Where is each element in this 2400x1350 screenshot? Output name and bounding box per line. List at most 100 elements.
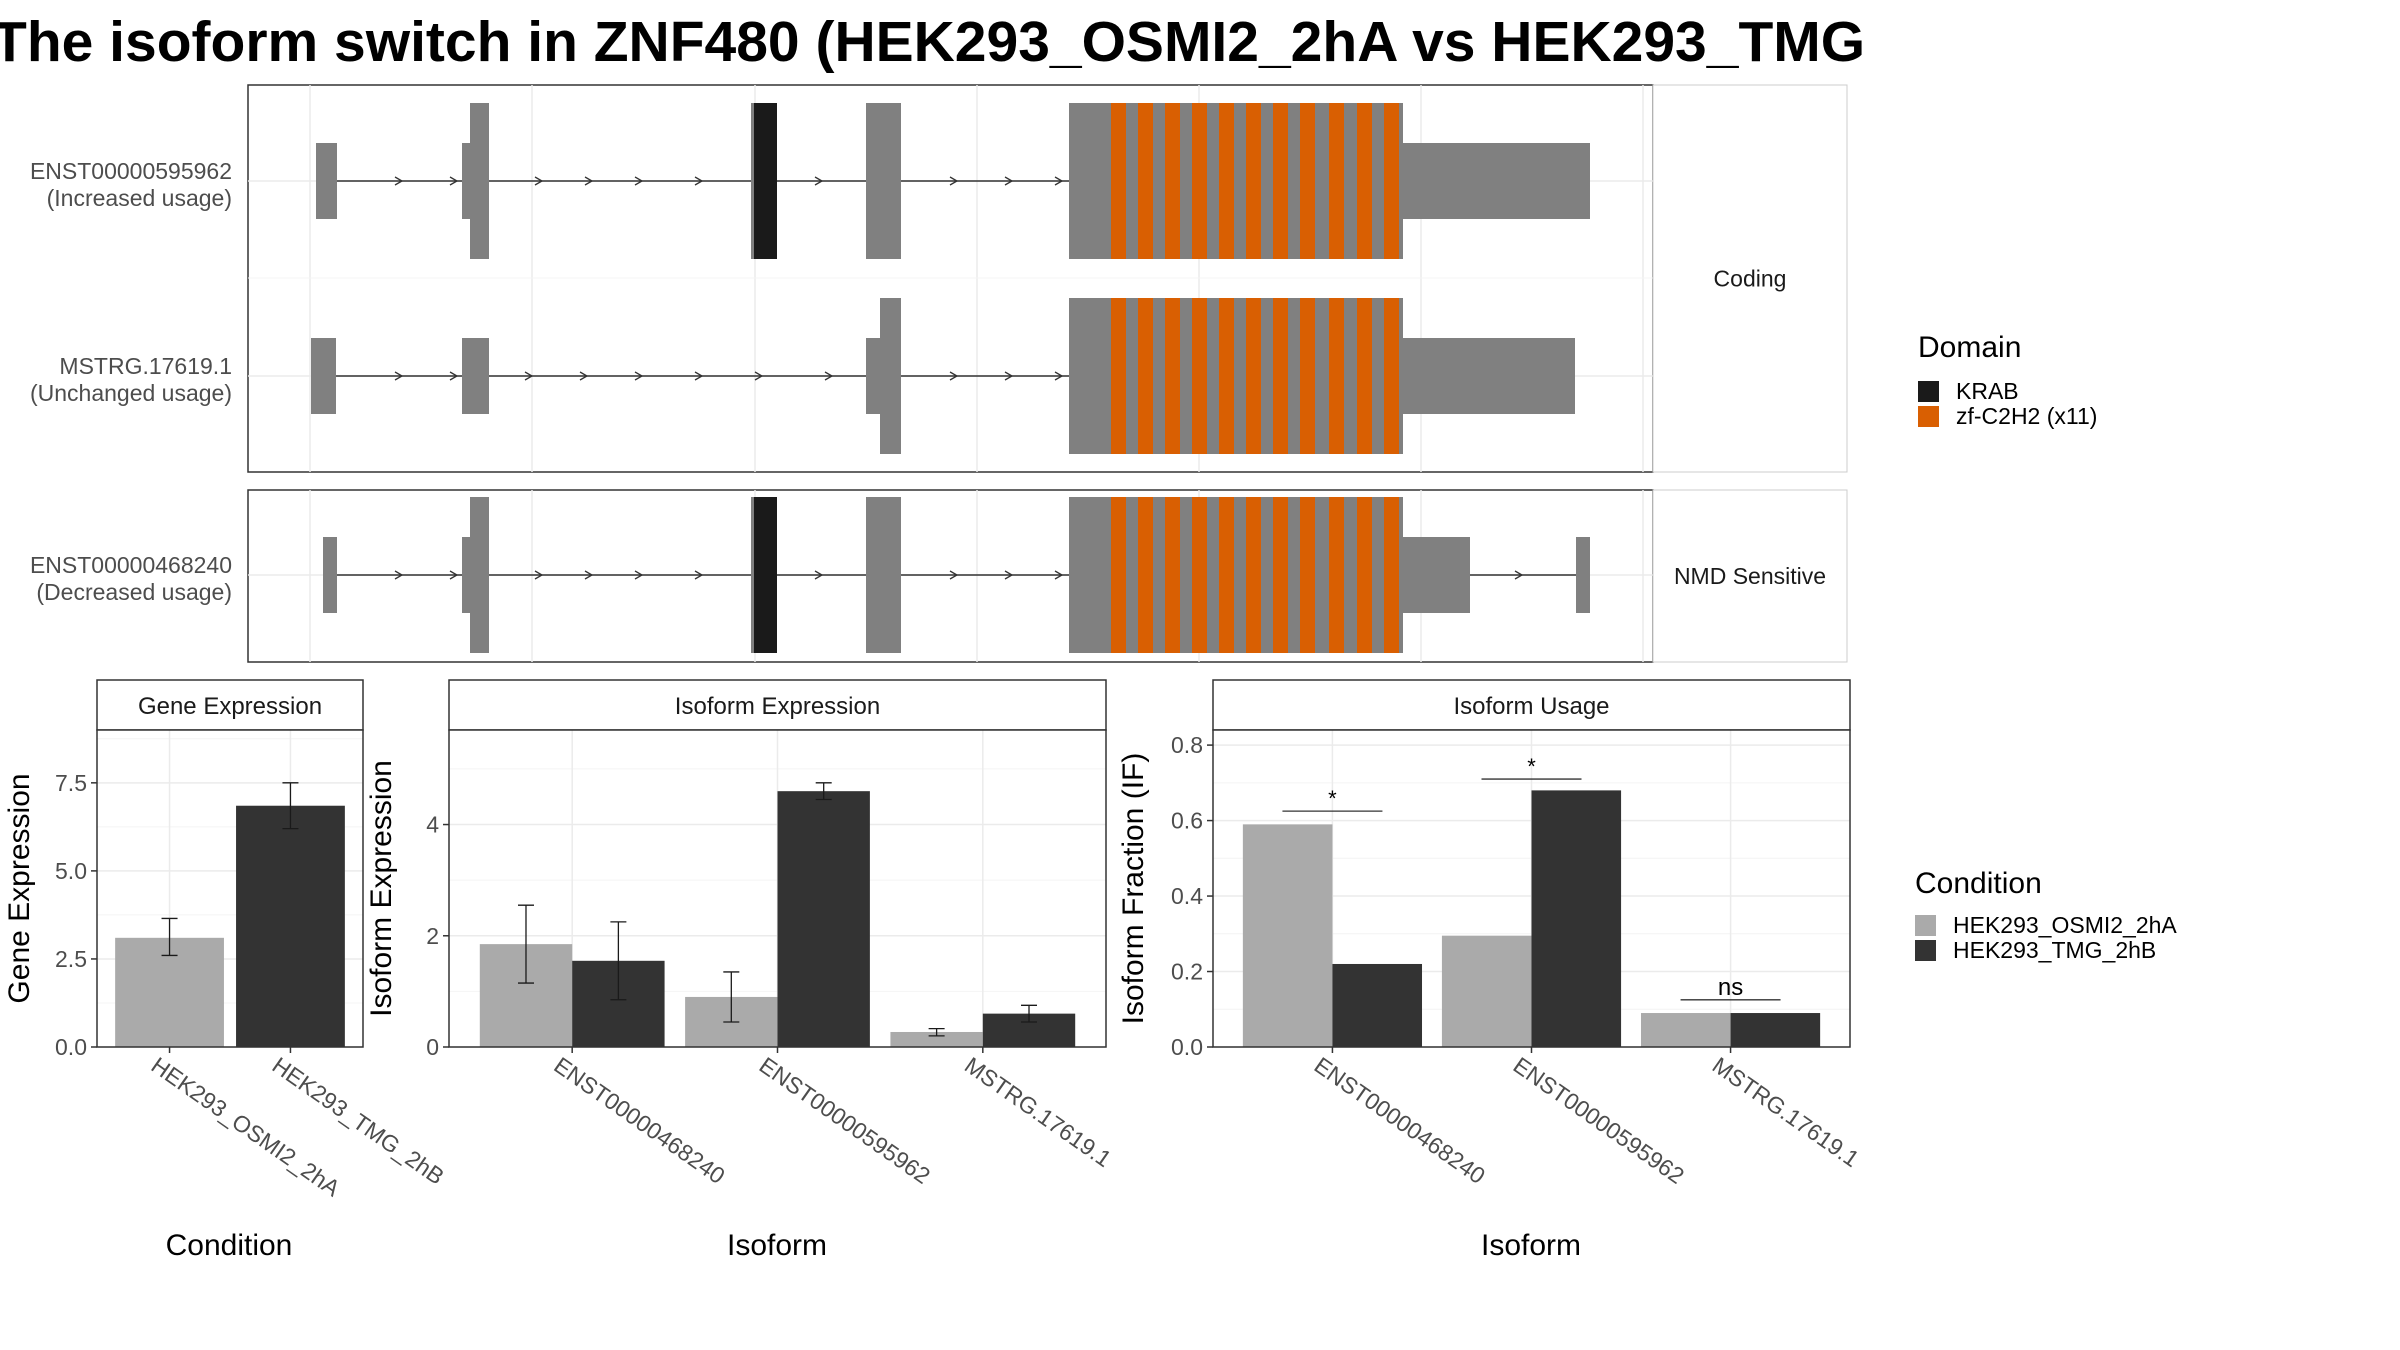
zf-c2h2-domain: [1138, 103, 1153, 259]
direction-arrow: [394, 176, 404, 186]
panel-title: Isoform Expression: [675, 693, 880, 720]
isoform-id-label: MSTRG.17619.1: [59, 353, 232, 379]
exon: [462, 338, 489, 414]
exon: [462, 537, 470, 613]
krab-domain: [754, 497, 777, 653]
zf-c2h2-domain: [1329, 103, 1344, 259]
isoform-usage-label: (Increased usage): [47, 185, 232, 211]
y-axis-title: Isoform Fraction (IF): [1117, 753, 1150, 1025]
exon: [470, 497, 489, 653]
y-tick-label: 7.5: [55, 770, 87, 796]
y-tick-label: 0.6: [1171, 808, 1203, 834]
zf-c2h2-domain: [1192, 103, 1207, 259]
x-axis-title: Isoform: [727, 1229, 827, 1262]
domain-legend-swatch: [1918, 406, 1939, 427]
direction-arrow: [949, 570, 959, 580]
bar: [1531, 790, 1622, 1047]
condition-legend-title: Condition: [1915, 867, 2042, 900]
significance-label: *: [1527, 754, 1536, 779]
y-tick-label: 0: [426, 1034, 439, 1060]
exon-utr: [1403, 143, 1590, 219]
zf-c2h2-domain: [1357, 298, 1372, 454]
direction-arrow: [824, 371, 834, 381]
bar: [236, 805, 345, 1047]
exon: [311, 338, 336, 414]
direction-arrow: [694, 570, 704, 580]
y-tick-label: 0.2: [1171, 959, 1203, 985]
isoform-id-label: ENST00000595962: [30, 158, 232, 184]
exon-utr: [1403, 338, 1575, 414]
zf-c2h2-domain: [1219, 103, 1234, 259]
y-tick-label: 5.0: [55, 858, 87, 884]
direction-arrow: [449, 371, 459, 381]
direction-arrow: [534, 570, 544, 580]
direction-arrow: [524, 371, 534, 381]
x-tick-label: ENST00000468240: [549, 1052, 729, 1189]
bar: [1640, 1013, 1731, 1047]
zf-c2h2-domain: [1329, 497, 1344, 653]
zf-c2h2-domain: [1329, 298, 1344, 454]
zf-c2h2-domain: [1246, 497, 1261, 653]
domain-legend-swatch: [1918, 381, 1939, 402]
zf-c2h2-domain: [1111, 298, 1126, 454]
direction-arrow: [1514, 570, 1524, 580]
group-strip: [1652, 489, 1848, 663]
zf-c2h2-domain: [1384, 298, 1399, 454]
bar: [1441, 935, 1532, 1047]
direction-arrow: [394, 570, 404, 580]
direction-arrow: [754, 371, 764, 381]
exon: [462, 143, 470, 219]
panel-strip: [96, 679, 364, 731]
panel-strip: [448, 679, 1107, 731]
y-tick-label: 0.0: [1171, 1034, 1203, 1060]
x-tick-label: ENST00000595962: [755, 1052, 935, 1189]
zf-c2h2-domain: [1300, 103, 1315, 259]
x-tick-label: MSTRG.17619.1: [960, 1052, 1116, 1172]
direction-arrow: [584, 570, 594, 580]
isoform-structure-plot: Coding NMD Sensitive ENST00000595962(Incre…: [30, 84, 1848, 663]
zf-c2h2-domain: [1165, 298, 1180, 454]
zf-c2h2-domain: [1138, 497, 1153, 653]
direction-arrow: [814, 176, 824, 186]
direction-arrow: [949, 371, 959, 381]
condition-legend-swatch: [1915, 915, 1936, 936]
group-strip-label: Coding: [1714, 266, 1787, 292]
bar: [777, 791, 870, 1047]
y-tick-label: 0.8: [1171, 732, 1203, 758]
direction-arrow: [579, 371, 589, 381]
direction-arrow: [1054, 371, 1064, 381]
zf-c2h2-domain: [1300, 298, 1315, 454]
exon: [470, 103, 489, 259]
exon: [866, 338, 880, 414]
x-tick-label: ENST00000468240: [1310, 1052, 1490, 1189]
panel-strip: [1212, 679, 1851, 731]
group-strip-label: NMD Sensitive: [1674, 563, 1826, 589]
significance-label: *: [1328, 786, 1337, 811]
direction-arrow: [1004, 371, 1014, 381]
direction-arrow: [1054, 176, 1064, 186]
zf-c2h2-domain: [1111, 497, 1126, 653]
exon: [751, 103, 754, 259]
zf-c2h2-domain: [1357, 103, 1372, 259]
direction-arrow: [634, 371, 644, 381]
condition-legend-swatch: [1915, 940, 1936, 961]
direction-arrow: [634, 570, 644, 580]
panel-title: Gene Expression: [138, 693, 322, 720]
exon: [751, 497, 754, 653]
krab-domain: [754, 103, 777, 259]
panel-title: Isoform Usage: [1453, 693, 1609, 720]
direction-arrow: [449, 570, 459, 580]
y-tick-label: 0.4: [1171, 883, 1203, 909]
direction-arrow: [949, 176, 959, 186]
zf-c2h2-domain: [1192, 298, 1207, 454]
isoform-id-label: ENST00000468240: [30, 552, 232, 578]
y-axis-title: Gene Expression: [3, 773, 36, 1003]
x-axis-title: Condition: [166, 1229, 293, 1262]
domain-legend-label: KRAB: [1956, 378, 2019, 404]
exon: [323, 537, 337, 613]
domain-legend-label: zf-C2H2 (x11): [1956, 403, 2097, 429]
bar-panels: Gene Expression0.02.55.07.5HEK293_OSMI2_…: [3, 679, 1864, 1262]
exon: [880, 298, 901, 454]
